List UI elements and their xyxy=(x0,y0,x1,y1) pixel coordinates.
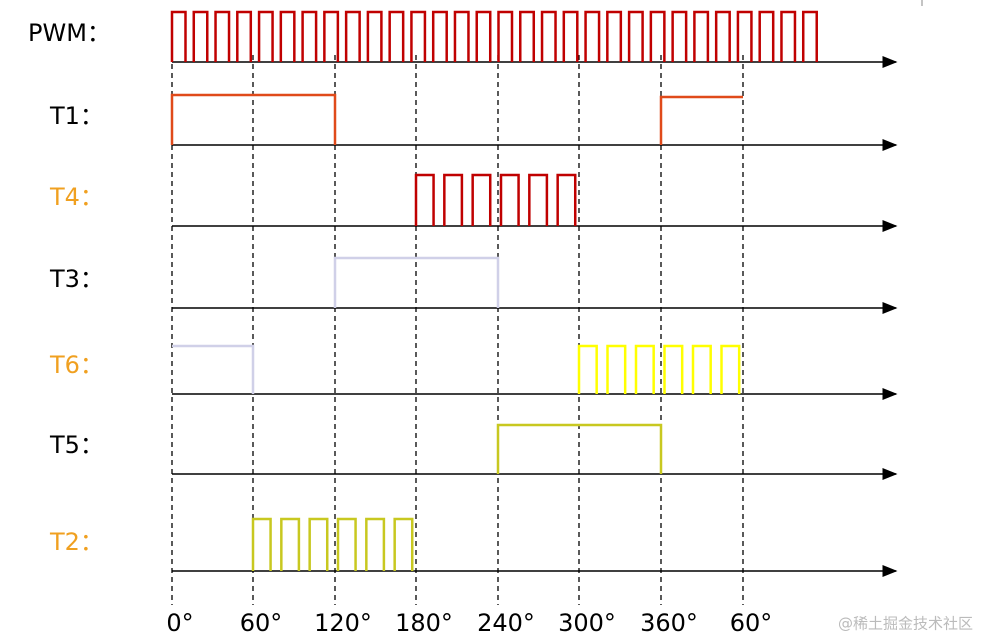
pulse-train xyxy=(251,517,414,571)
angle-label: 120° xyxy=(314,609,372,637)
angle-label: 60° xyxy=(730,609,773,637)
angle-label: 180° xyxy=(395,609,453,637)
angle-label: 240° xyxy=(477,609,535,637)
row-label: T2： xyxy=(49,528,104,556)
angle-label: 60° xyxy=(240,609,283,637)
level-signal xyxy=(496,423,663,474)
level-signal xyxy=(170,93,337,145)
angle-label: 300° xyxy=(558,609,616,637)
row-label: T6： xyxy=(49,351,104,379)
row-label: T1： xyxy=(49,102,104,130)
row-label: PWM： xyxy=(28,19,111,47)
pulse-train xyxy=(577,344,741,394)
row-label: T5： xyxy=(49,431,104,459)
angle-label: 0° xyxy=(166,609,193,637)
watermark: @稀土掘金技术社区 xyxy=(838,615,973,633)
level-signal xyxy=(659,95,743,145)
pulse-train xyxy=(170,10,818,62)
pulse-train xyxy=(414,173,577,226)
angle-label: 360° xyxy=(640,609,698,637)
row-label: T3： xyxy=(49,265,104,293)
level-signal xyxy=(333,256,500,308)
row-label: T4： xyxy=(49,183,104,211)
level-signal xyxy=(172,344,255,394)
